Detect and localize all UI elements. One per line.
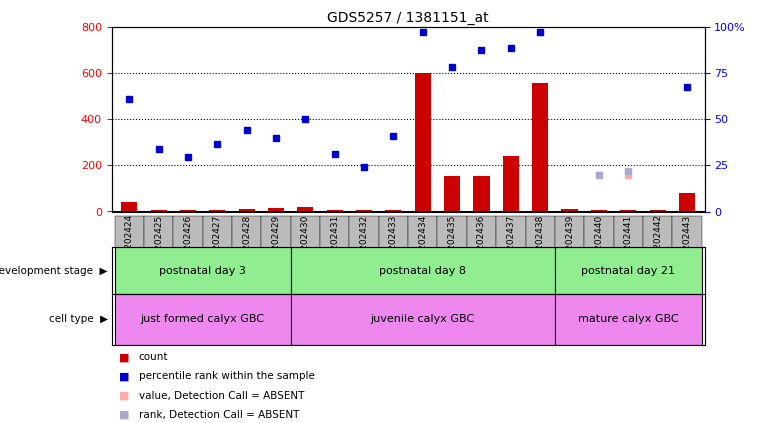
Bar [650, 210, 665, 212]
Text: rank, Detection Call = ABSENT: rank, Detection Call = ABSENT [139, 409, 299, 420]
Bar [180, 210, 196, 212]
Bar [115, 247, 291, 294]
Text: just formed calyx GBC: just formed calyx GBC [141, 314, 265, 324]
Bar [121, 202, 137, 212]
Text: juvenile calyx GBC: juvenile calyx GBC [370, 314, 475, 324]
Text: value, Detection Call = ABSENT: value, Detection Call = ABSENT [139, 390, 304, 401]
Text: ■: ■ [119, 409, 130, 420]
Bar [291, 294, 555, 345]
Text: postnatal day 21: postnatal day 21 [581, 266, 675, 276]
Text: cell type  ▶: cell type ▶ [49, 314, 108, 324]
Text: ■: ■ [119, 390, 130, 401]
Text: percentile rank within the sample: percentile rank within the sample [139, 371, 314, 382]
Bar [555, 247, 701, 294]
Bar [385, 210, 401, 212]
Text: count: count [139, 352, 168, 363]
Bar [679, 193, 695, 212]
Bar [620, 210, 636, 212]
Bar [291, 247, 555, 294]
Bar [326, 210, 343, 212]
Title: GDS5257 / 1381151_at: GDS5257 / 1381151_at [327, 11, 489, 25]
Bar [415, 74, 431, 212]
Text: postnatal day 8: postnatal day 8 [380, 266, 467, 276]
Text: development stage  ▶: development stage ▶ [0, 266, 108, 276]
Bar [151, 210, 166, 212]
Text: postnatal day 3: postnatal day 3 [159, 266, 246, 276]
Bar [591, 210, 607, 212]
Bar [356, 210, 372, 212]
Bar [209, 210, 226, 212]
Bar [555, 294, 701, 345]
Bar [444, 176, 460, 212]
Bar [115, 294, 291, 345]
Bar [239, 209, 255, 212]
Text: mature calyx GBC: mature calyx GBC [578, 314, 678, 324]
Bar [268, 208, 284, 212]
Bar [474, 176, 490, 212]
Bar [297, 207, 313, 212]
Bar [532, 83, 548, 212]
Text: ■: ■ [119, 371, 130, 382]
Text: ■: ■ [119, 352, 130, 363]
Bar [561, 209, 578, 212]
Bar [503, 157, 519, 212]
